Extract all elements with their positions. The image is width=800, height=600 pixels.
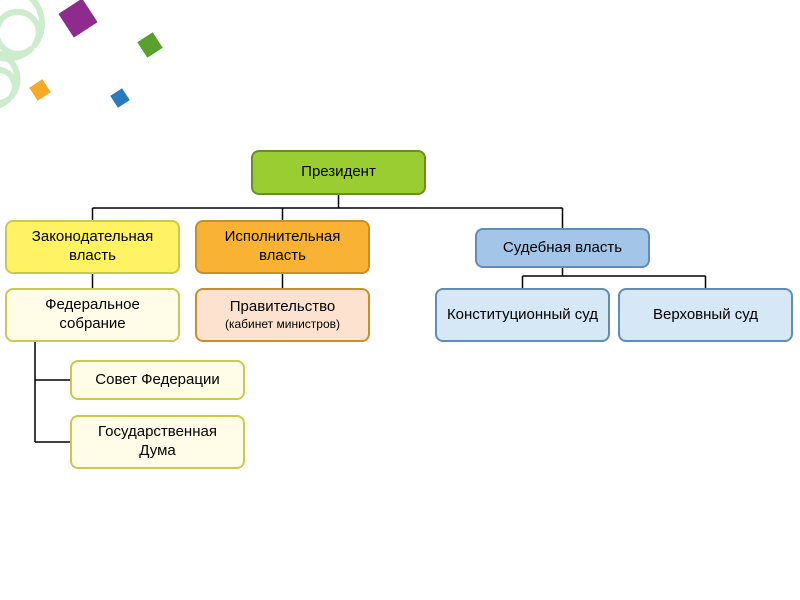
node-government-sublabel: (кабинет министров) <box>225 317 340 332</box>
decoration-svg <box>0 0 200 160</box>
node-judicial-label: Судебная власть <box>503 239 622 258</box>
node-const_court: Конституционный суд <box>435 288 610 342</box>
node-const_court-label: Конституционный суд <box>447 306 598 325</box>
node-fed_assembly-label: Федеральное собрание <box>13 296 172 334</box>
node-government-label: Правительство <box>230 298 335 317</box>
node-state_duma-label: Государственная Дума <box>78 423 237 461</box>
node-president-label: Президент <box>301 163 376 182</box>
org-chart: Президент Законодательная власть Исполните… <box>0 150 800 580</box>
node-president: Президент <box>251 150 426 195</box>
node-state_duma: Государственная Дума <box>70 415 245 469</box>
corner-decoration <box>0 0 200 160</box>
node-executive-label: Исполнительная власть <box>203 228 362 266</box>
node-fed_council: Совет Федерации <box>70 360 245 400</box>
node-executive: Исполнительная власть <box>195 220 370 274</box>
node-government: Правительство(кабинет министров) <box>195 288 370 342</box>
node-supreme_court: Верховный суд <box>618 288 793 342</box>
node-legislative: Законодательная власть <box>5 220 180 274</box>
node-fed_council-label: Совет Федерации <box>95 371 219 390</box>
node-judicial: Судебная власть <box>475 228 650 268</box>
node-legislative-label: Законодательная власть <box>13 228 172 266</box>
node-fed_assembly: Федеральное собрание <box>5 288 180 342</box>
node-supreme_court-label: Верховный суд <box>653 306 758 325</box>
